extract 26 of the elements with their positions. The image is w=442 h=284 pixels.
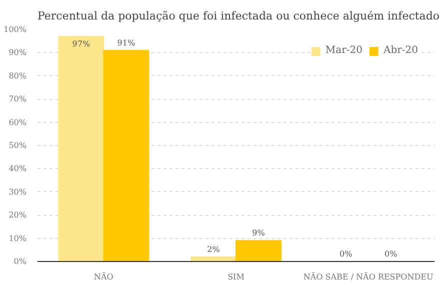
bar xyxy=(58,36,104,262)
bar xyxy=(103,50,150,262)
y-tick-label: 80% xyxy=(8,71,27,80)
y-tick-label: 100% xyxy=(4,25,27,34)
y-tick-label: 60% xyxy=(8,118,27,127)
data-label: 0% xyxy=(384,250,398,258)
x-tick-label: NÃO SABE / NÃO RESPONDEU xyxy=(303,272,434,282)
y-tick-label: 70% xyxy=(8,94,27,104)
y-tick-label: 20% xyxy=(8,210,27,220)
chart-title: Percentual da população que foi infectada ou conhece alguém infectado xyxy=(38,10,440,22)
y-tick-label: 0% xyxy=(14,257,27,266)
legend-label: Mar-20 xyxy=(325,45,362,56)
data-label: 91% xyxy=(117,38,136,48)
data-label: 97% xyxy=(72,39,90,48)
x-tick-label: SIM xyxy=(228,272,244,282)
bar xyxy=(236,240,282,262)
y-tick-label: 40% xyxy=(8,164,27,174)
data-label: 0% xyxy=(339,250,353,258)
data-label: 9% xyxy=(252,228,266,238)
x-tick-label: NÃO xyxy=(94,272,114,282)
y-tick-label: 90% xyxy=(8,48,27,58)
legend-label: Abr-20 xyxy=(383,45,418,56)
data-label: 2% xyxy=(207,244,220,254)
y-tick-label: 30% xyxy=(8,187,27,196)
y-tick-label: 50% xyxy=(8,141,27,150)
y-tick-label: 10% xyxy=(8,234,27,243)
